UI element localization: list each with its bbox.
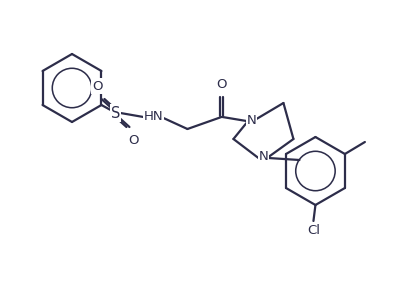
Text: O: O [128,134,139,147]
Text: O: O [216,77,227,91]
Text: N: N [259,150,268,164]
Text: S: S [111,105,120,120]
Text: HN: HN [144,109,163,122]
Text: Cl: Cl [307,224,320,237]
Text: N: N [247,114,256,128]
Text: O: O [92,80,103,92]
